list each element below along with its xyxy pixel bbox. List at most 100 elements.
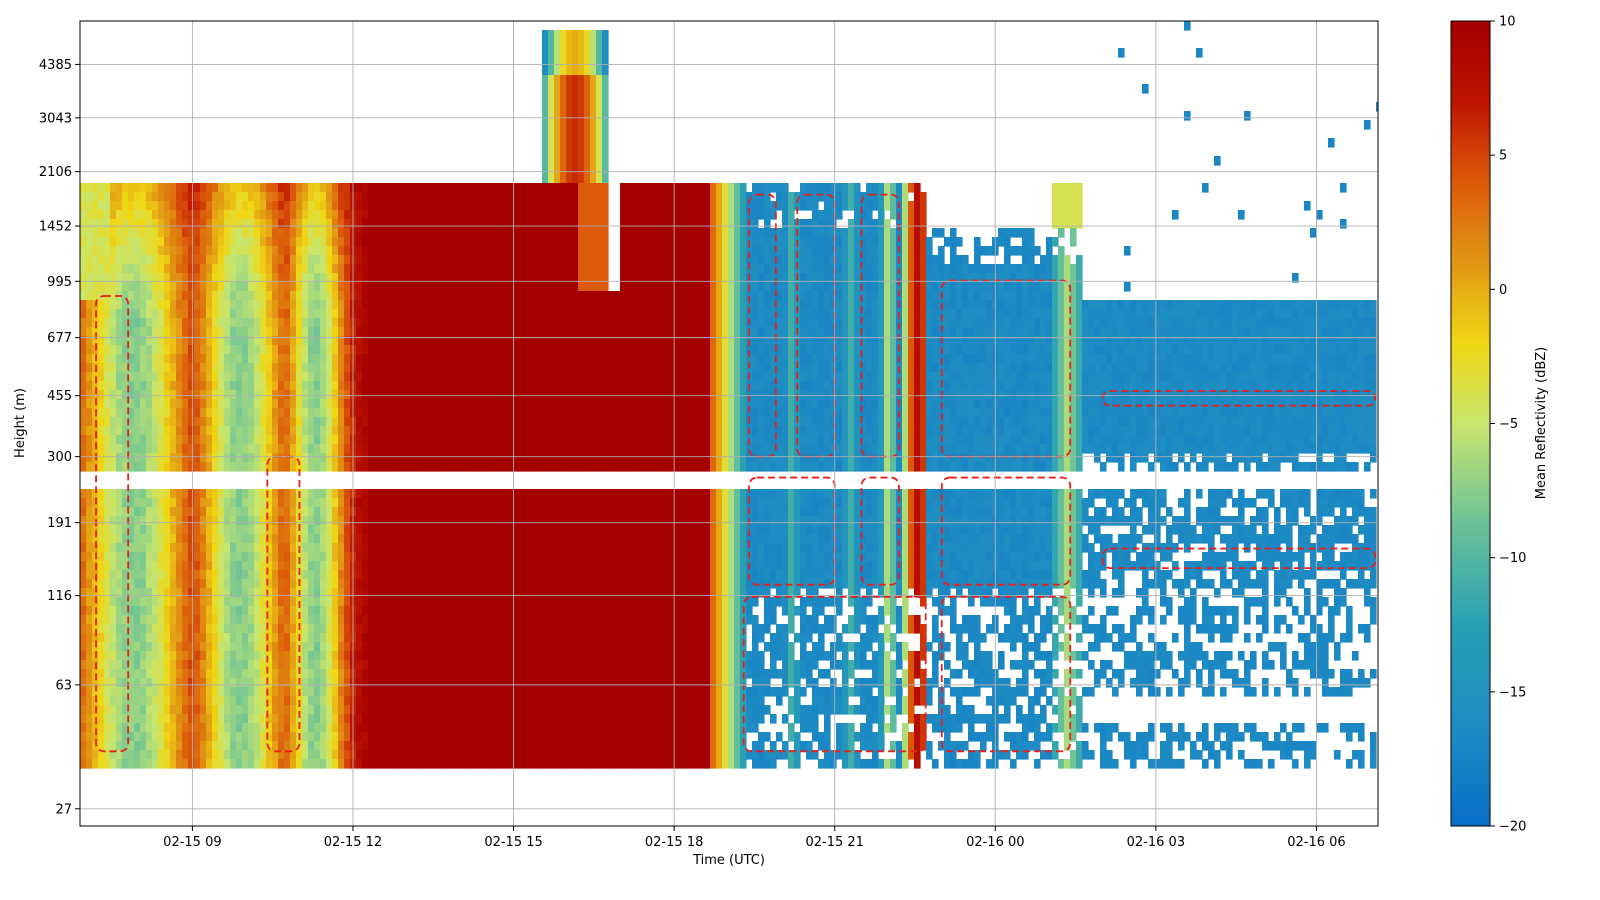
heatmap-cell xyxy=(338,408,345,418)
heatmap-cell xyxy=(386,507,393,517)
heatmap-cell xyxy=(386,705,393,715)
heatmap-cell xyxy=(404,300,411,310)
heatmap-cell xyxy=(398,723,405,733)
heatmap-cell xyxy=(248,318,255,328)
heatmap-cell xyxy=(98,489,105,499)
heatmap-cell xyxy=(356,489,363,499)
heatmap-cell xyxy=(326,732,333,742)
heatmap-cell xyxy=(482,282,489,292)
heatmap-cell xyxy=(284,624,291,634)
heatmap-cell xyxy=(368,498,375,508)
heatmap-cell xyxy=(296,516,303,526)
heatmap-cell xyxy=(80,462,87,472)
heatmap-cell xyxy=(242,426,249,436)
heatmap-cell xyxy=(536,282,543,292)
heatmap-cell xyxy=(542,687,549,697)
heatmap-cell xyxy=(338,327,345,337)
heatmap-cell xyxy=(488,516,495,526)
heatmap-cell xyxy=(356,723,363,733)
heatmap-cell xyxy=(152,732,159,742)
heatmap-cell xyxy=(416,759,423,769)
heatmap-cell xyxy=(182,228,189,238)
heatmap-cell xyxy=(218,507,225,517)
heatmap-cell xyxy=(422,759,429,769)
heatmap-cell xyxy=(182,444,189,454)
heatmap-cell xyxy=(284,678,291,688)
heatmap-cell xyxy=(98,498,105,508)
heatmap-cell xyxy=(230,345,237,355)
heatmap-cell xyxy=(440,606,447,616)
heatmap-cell xyxy=(290,462,297,472)
heatmap-cell xyxy=(86,291,93,301)
heatmap-cell xyxy=(320,246,327,256)
heatmap-cell xyxy=(110,417,117,427)
heatmap-cell xyxy=(548,525,555,535)
heatmap-cell xyxy=(434,579,441,589)
heatmap-cell xyxy=(368,759,375,769)
heatmap-cell xyxy=(464,390,471,400)
heatmap-cell xyxy=(392,516,399,526)
heatmap-cell xyxy=(140,318,147,328)
heatmap-cell xyxy=(134,264,141,274)
heatmap-cell xyxy=(170,669,177,679)
heatmap-cell xyxy=(140,426,147,436)
heatmap-cell xyxy=(506,696,513,706)
heatmap-cell xyxy=(416,660,423,670)
heatmap-cell xyxy=(200,642,207,652)
heatmap-cell xyxy=(158,534,165,544)
heatmap-cell xyxy=(164,714,171,724)
heatmap-cell xyxy=(314,705,321,715)
heatmap-cell xyxy=(422,615,429,625)
heatmap-cell xyxy=(254,579,261,589)
heatmap-cell xyxy=(458,237,465,247)
heatmap-cell xyxy=(230,696,237,706)
heatmap-cell xyxy=(446,201,453,211)
heatmap-cell xyxy=(428,291,435,301)
heatmap-cell xyxy=(218,381,225,391)
heatmap-cell xyxy=(512,336,519,346)
heatmap-cell xyxy=(344,732,351,742)
heatmap-cell xyxy=(368,183,375,193)
heatmap-cell xyxy=(410,192,417,202)
heatmap-cell xyxy=(152,579,159,589)
heatmap-cell xyxy=(116,687,123,697)
heatmap-cell xyxy=(110,399,117,409)
heatmap-cell xyxy=(218,696,225,706)
heatmap-cell xyxy=(362,741,369,751)
heatmap-cell xyxy=(284,309,291,319)
heatmap-cell xyxy=(188,696,195,706)
heatmap-cell xyxy=(326,201,333,211)
heatmap-cell xyxy=(320,444,327,454)
heatmap-cell xyxy=(380,390,387,400)
heatmap-cell xyxy=(80,624,87,634)
heatmap-cell xyxy=(128,669,135,679)
heatmap-cell xyxy=(98,237,105,247)
heatmap-cell xyxy=(380,741,387,751)
heatmap-cell xyxy=(398,732,405,742)
heatmap-cell xyxy=(164,669,171,679)
heatmap-cell xyxy=(446,705,453,715)
heatmap-cell xyxy=(344,300,351,310)
heatmap-cell xyxy=(338,336,345,346)
heatmap-cell xyxy=(524,237,531,247)
heatmap-cell xyxy=(284,651,291,661)
heatmap-cell xyxy=(284,507,291,517)
heatmap-cell xyxy=(290,210,297,220)
heatmap-cell xyxy=(386,597,393,607)
heatmap-cell xyxy=(92,390,99,400)
heatmap-cell xyxy=(242,318,249,328)
heatmap-cell xyxy=(290,489,297,499)
heatmap-cell xyxy=(422,525,429,535)
heatmap-cell xyxy=(218,489,225,499)
heatmap-cell xyxy=(434,687,441,697)
heatmap-cell xyxy=(434,750,441,760)
heatmap-cell xyxy=(434,507,441,517)
heatmap-cell xyxy=(512,237,519,247)
heatmap-cell xyxy=(116,390,123,400)
heatmap-cell xyxy=(452,336,459,346)
heatmap-cell xyxy=(176,588,183,598)
heatmap-cell xyxy=(338,669,345,679)
heatmap-cell xyxy=(80,588,87,598)
heatmap-cell xyxy=(410,363,417,373)
heatmap-cell xyxy=(278,534,285,544)
